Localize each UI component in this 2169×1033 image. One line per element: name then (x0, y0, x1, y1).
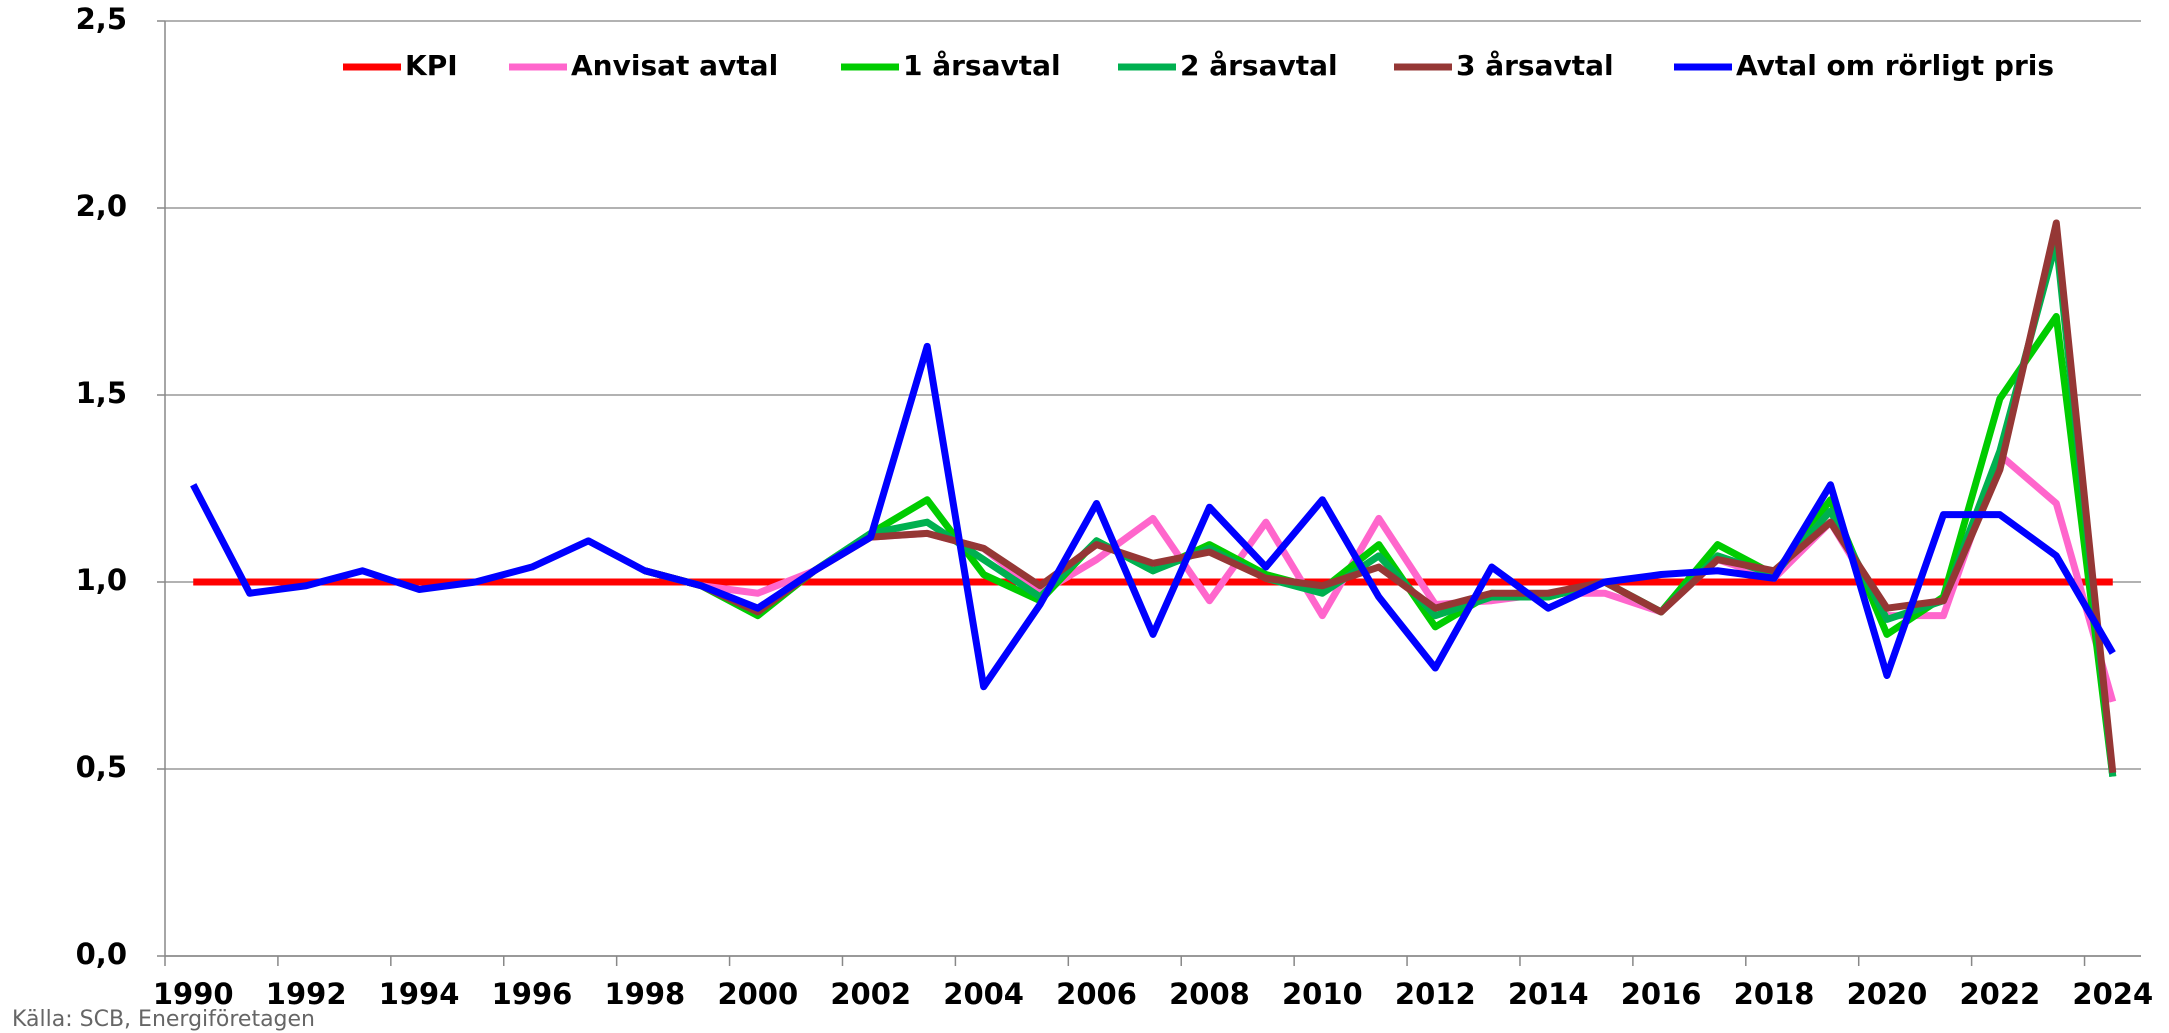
x-tick-label: 2012 (1395, 977, 1476, 1011)
x-tick-label: 2006 (1056, 977, 1137, 1011)
legend-label: 1 årsavtal (903, 49, 1061, 82)
legend-label: 2 årsavtal (1180, 49, 1338, 82)
x-tick-label: 2024 (2072, 977, 2153, 1011)
x-tick-label: 1992 (266, 977, 347, 1011)
x-tick-label: 1990 (153, 977, 234, 1011)
x-tick-label: 2004 (943, 977, 1024, 1011)
y-tick-label: 2,5 (76, 2, 127, 36)
y-tick-label: 2,0 (76, 189, 127, 223)
x-tick-label: 2010 (1282, 977, 1363, 1011)
x-tick-label: 1996 (492, 977, 573, 1011)
x-tick-label: 2014 (1508, 977, 1589, 1011)
x-tick-label: 2008 (1169, 977, 1250, 1011)
series-line (190, 342, 2116, 691)
series-line (643, 312, 2117, 777)
source-note: Källa: SCB, Energiföretagen (12, 1007, 315, 1032)
y-tick-label: 0,0 (76, 937, 127, 971)
x-tick-label: 1998 (605, 977, 686, 1011)
x-tick-label: 2022 (1959, 977, 2040, 1011)
x-tick-label: 2016 (1621, 977, 1702, 1011)
x-tick-label: 1994 (379, 977, 460, 1011)
legend-label: Avtal om rörligt pris (1736, 49, 2054, 82)
x-tick-label: 2018 (1734, 977, 1815, 1011)
legend-label: KPI (405, 49, 458, 82)
x-tick-label: 2000 (717, 977, 798, 1011)
series-line (643, 238, 2117, 777)
y-tick-label: 1,0 (76, 563, 127, 597)
legend-label: 3 årsavtal (1456, 49, 1614, 82)
x-tick-label: 2020 (1847, 977, 1928, 1011)
y-tick-label: 0,5 (76, 750, 127, 784)
x-tick-label: 2002 (830, 977, 911, 1011)
series-line (643, 219, 2117, 774)
legend-label: Anvisat avtal (571, 49, 778, 82)
y-tick-label: 1,5 (76, 376, 127, 410)
